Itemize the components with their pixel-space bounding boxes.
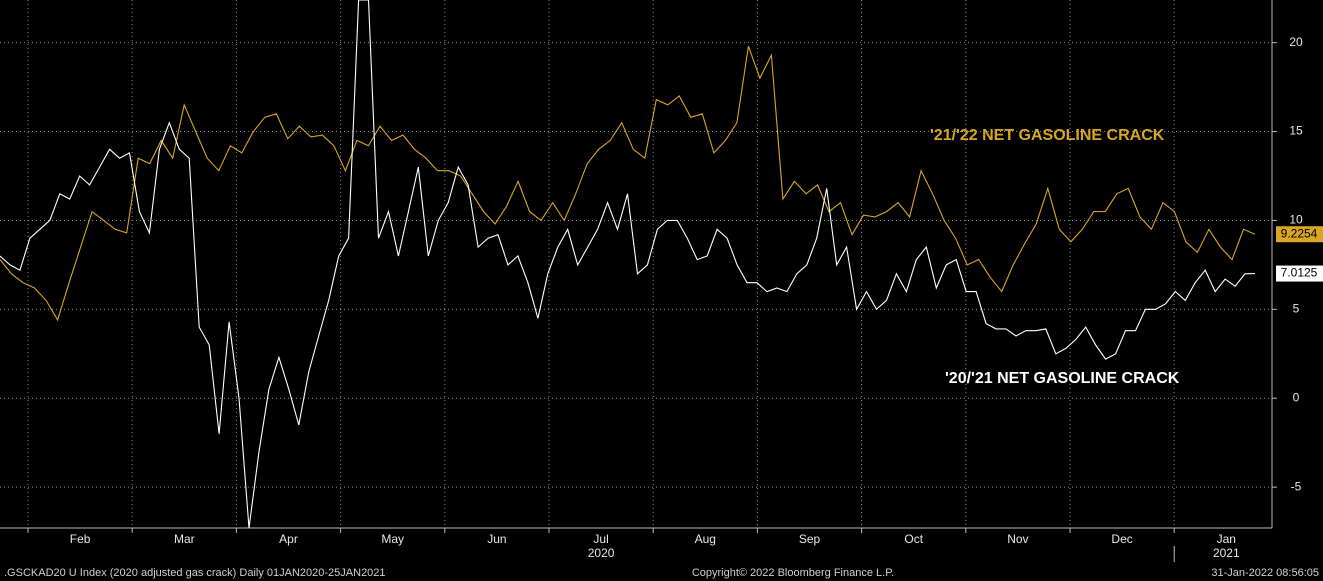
series-annotation: '21/'22 NET GASOLINE CRACK <box>930 127 1165 144</box>
last-value-box <box>1276 226 1323 243</box>
last-value-box <box>1276 265 1323 282</box>
y-tick-label: 20 <box>1289 35 1303 49</box>
x-tick-label: Nov <box>1007 532 1028 546</box>
x-tick-label: Apr <box>279 532 298 546</box>
last-value-label: 7.0125 <box>1281 266 1318 280</box>
x-tick-label: Oct <box>904 532 923 546</box>
last-value-label: 9.2254 <box>1281 226 1318 240</box>
line-series <box>0 46 1256 322</box>
y-tick-label: 5 <box>1293 302 1300 316</box>
x-tick-label: Jul <box>593 532 608 546</box>
x-tick-label: Jan <box>1217 532 1236 546</box>
y-tick-label: 15 <box>1289 124 1303 138</box>
year-label: 2020 <box>588 546 615 560</box>
x-tick-label: Feb <box>70 532 91 546</box>
series-annotation: '20/'21 NET GASOLINE CRACK <box>945 370 1180 387</box>
x-tick-label: Sep <box>799 532 821 546</box>
y-tick-label: 10 <box>1289 213 1303 227</box>
line-series <box>0 0 1256 529</box>
footer-center: Copyright© 2022 Bloomberg Finance L.P. <box>692 567 894 579</box>
footer-right: 31-Jan-2022 08:56:05 <box>1211 567 1319 579</box>
x-tick-label: Mar <box>174 532 195 546</box>
year-label: 2021 <box>1213 546 1240 560</box>
x-tick-label: Jun <box>487 532 506 546</box>
y-tick-label: 0 <box>1293 390 1300 404</box>
x-tick-label: Aug <box>695 532 716 546</box>
x-tick-label: Dec <box>1111 532 1132 546</box>
x-tick-label: May <box>381 532 404 546</box>
y-tick-label: -5 <box>1291 479 1302 493</box>
footer-left: .GSCKAD20 U Index (2020 adjusted gas cra… <box>4 567 386 579</box>
